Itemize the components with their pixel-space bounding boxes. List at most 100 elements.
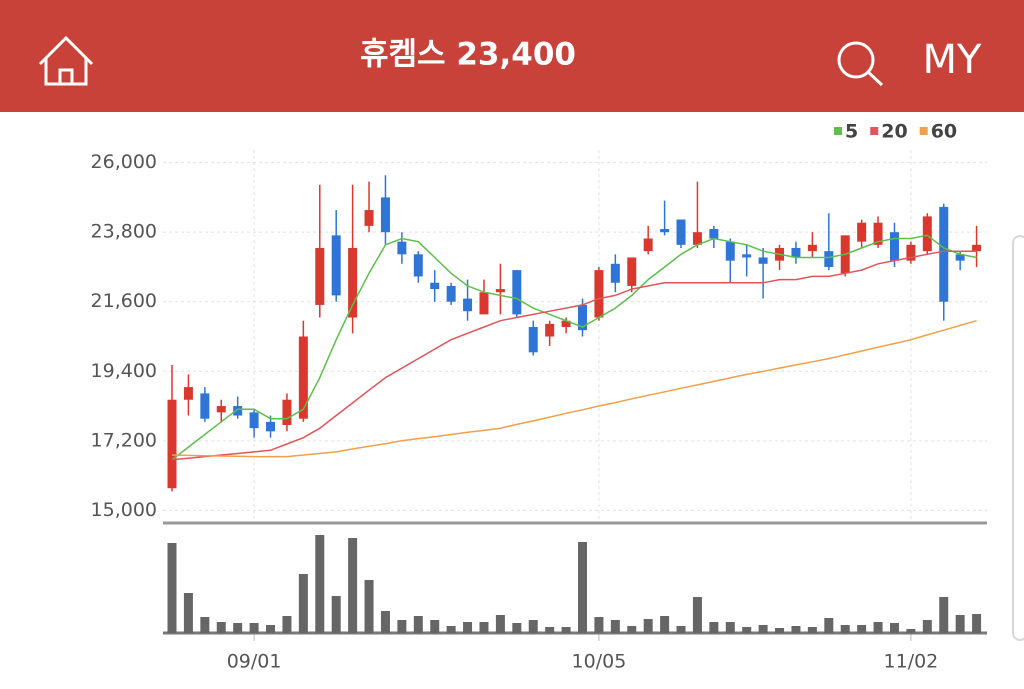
candle-body bbox=[709, 229, 719, 239]
candle-body bbox=[561, 320, 571, 328]
volume-bar bbox=[709, 622, 719, 633]
volume-bar bbox=[791, 626, 801, 633]
candle-body bbox=[955, 254, 965, 261]
candle-body bbox=[692, 232, 702, 245]
candle-body bbox=[167, 399, 177, 489]
candle-body bbox=[660, 229, 670, 233]
volume-bar bbox=[955, 615, 965, 633]
candle-body bbox=[545, 323, 555, 337]
volume-bar bbox=[463, 622, 473, 633]
candle-body bbox=[857, 222, 867, 242]
candle-body bbox=[922, 216, 932, 252]
volume-bar bbox=[446, 626, 456, 633]
volume-bar bbox=[479, 622, 489, 633]
candle-body bbox=[282, 399, 292, 426]
ma-line bbox=[171, 250, 977, 461]
volume-bar bbox=[331, 596, 341, 633]
candle-body bbox=[643, 238, 653, 252]
candle-body bbox=[824, 251, 834, 267]
candle-body bbox=[266, 421, 276, 432]
x-tick-label: 09/01 bbox=[227, 651, 282, 673]
volume-bar bbox=[578, 542, 587, 633]
candle-body bbox=[397, 241, 407, 255]
candle-body bbox=[791, 247, 801, 258]
candle-body bbox=[463, 298, 473, 312]
candle-body bbox=[446, 285, 456, 302]
volume-bar bbox=[889, 623, 899, 633]
volume-bar bbox=[627, 626, 637, 633]
ma-line bbox=[171, 234, 977, 461]
volume-bar bbox=[692, 597, 702, 633]
candle-body bbox=[906, 244, 916, 261]
legend-label: 20 bbox=[881, 121, 907, 143]
candle-body bbox=[594, 270, 604, 318]
volume-bar bbox=[315, 535, 325, 633]
candle-body bbox=[348, 247, 358, 318]
candle-body bbox=[331, 235, 341, 296]
candle-body bbox=[758, 257, 768, 264]
volume-bar bbox=[380, 611, 390, 633]
candle-body bbox=[873, 222, 883, 245]
candle-body bbox=[807, 244, 817, 252]
volume-bar bbox=[430, 620, 440, 633]
volume-bar bbox=[660, 616, 670, 633]
volume-bar bbox=[939, 597, 949, 633]
candle-body bbox=[939, 206, 949, 302]
home-button[interactable] bbox=[38, 35, 94, 86]
x-tick-label: 10/05 bbox=[572, 651, 627, 673]
candle-body bbox=[889, 232, 899, 261]
candle-body bbox=[972, 244, 982, 252]
volume-bar bbox=[758, 625, 768, 633]
candle-body bbox=[725, 241, 735, 261]
volume-bar bbox=[167, 543, 177, 633]
legend-label: 60 bbox=[931, 121, 957, 143]
candle-body bbox=[216, 406, 226, 413]
volume-bar bbox=[643, 619, 653, 633]
candle-body bbox=[413, 254, 423, 277]
candle-body bbox=[315, 247, 325, 305]
volume-bar bbox=[495, 615, 505, 633]
volume-bar bbox=[528, 620, 538, 633]
candle-body bbox=[495, 289, 505, 293]
volume-bar bbox=[183, 593, 193, 633]
candle-body bbox=[512, 270, 522, 315]
volume-bar bbox=[545, 627, 555, 633]
candle-body bbox=[430, 282, 440, 290]
header-title: 휴켐스 23,400 bbox=[360, 37, 576, 73]
volume-bar bbox=[298, 574, 308, 633]
volume-bar bbox=[840, 625, 850, 633]
y-tick-label: 26,000 bbox=[91, 151, 157, 173]
candle-body bbox=[249, 412, 259, 429]
volume-bar bbox=[413, 616, 423, 633]
volume-bar bbox=[561, 627, 571, 633]
volume-bar bbox=[972, 614, 982, 633]
x-tick-label: 11/02 bbox=[884, 651, 939, 673]
volume-bar bbox=[348, 538, 358, 633]
volume-bar bbox=[233, 623, 243, 633]
legend-swatch bbox=[870, 127, 879, 135]
volume-bar bbox=[266, 625, 276, 633]
volume-bar bbox=[807, 627, 817, 633]
candle-body bbox=[183, 387, 193, 400]
candle-body bbox=[742, 254, 752, 258]
volume-bar bbox=[512, 623, 522, 633]
volume-bar bbox=[775, 628, 785, 633]
search-button[interactable] bbox=[837, 41, 884, 87]
y-tick-label: 17,200 bbox=[91, 429, 157, 451]
candle-body bbox=[380, 197, 390, 233]
legend-label: 5 bbox=[845, 121, 858, 143]
volume-bar bbox=[216, 622, 226, 633]
volume-bar bbox=[676, 626, 686, 633]
volume-bar bbox=[922, 620, 932, 633]
candle-body bbox=[627, 257, 637, 286]
candle-body bbox=[233, 406, 243, 416]
y-tick-label: 21,600 bbox=[91, 290, 157, 312]
legend-swatch bbox=[834, 127, 842, 135]
candle-body bbox=[676, 219, 686, 245]
header-bar bbox=[0, 0, 1024, 112]
my-button[interactable]: MY bbox=[923, 37, 983, 83]
volume-bar bbox=[282, 616, 292, 633]
candle-body bbox=[578, 304, 587, 331]
y-tick-label: 19,400 bbox=[91, 360, 157, 382]
